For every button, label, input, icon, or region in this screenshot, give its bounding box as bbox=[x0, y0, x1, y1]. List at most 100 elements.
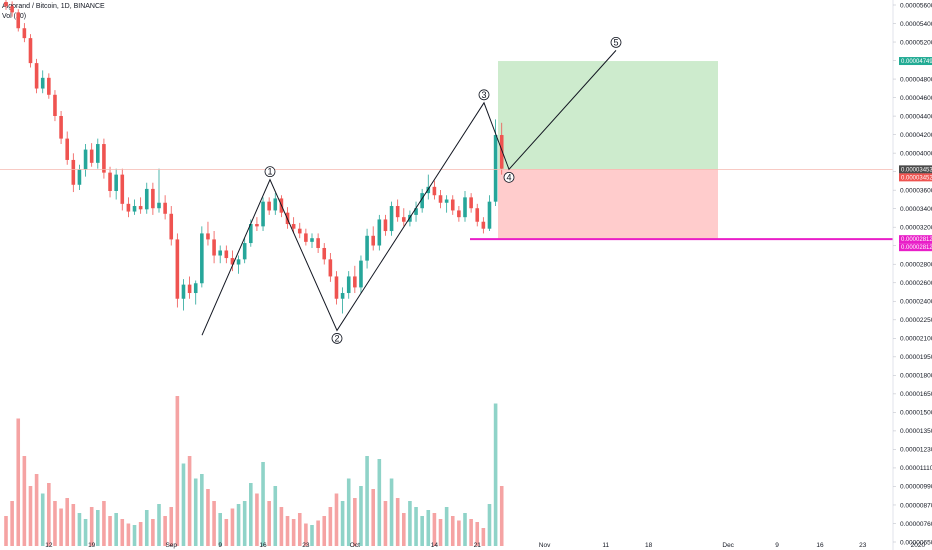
candle-body bbox=[432, 186, 437, 196]
current-price-tag-bg bbox=[899, 165, 932, 174]
volume-bar bbox=[334, 493, 339, 546]
candle-body bbox=[34, 63, 39, 89]
candle-body bbox=[249, 224, 253, 244]
volume-bar bbox=[383, 501, 388, 546]
volume-bar bbox=[236, 504, 241, 546]
volume-bar bbox=[47, 483, 51, 546]
candle-body bbox=[389, 206, 394, 232]
volume-bar bbox=[359, 486, 363, 546]
volume-bar bbox=[316, 520, 320, 546]
volume-bar bbox=[16, 418, 21, 546]
current-price-tag-2-bg bbox=[899, 173, 932, 182]
volume-bar bbox=[365, 456, 369, 546]
y-tick-label: 0.00005400 bbox=[900, 21, 932, 28]
volume-bar bbox=[267, 501, 271, 546]
candle-body bbox=[291, 224, 296, 229]
volume-bar bbox=[53, 501, 57, 546]
y-tick-label: 0.00003400 bbox=[900, 206, 932, 213]
candle-body bbox=[377, 219, 382, 246]
volume-bar bbox=[163, 516, 167, 546]
x-tick-label: Sep bbox=[165, 542, 177, 549]
candle-body bbox=[273, 198, 278, 211]
current-price-tag: 0.00003453 bbox=[901, 167, 932, 173]
wave-label: 2 bbox=[334, 333, 339, 343]
candle-body bbox=[334, 276, 339, 299]
candle-body bbox=[108, 172, 112, 192]
y-tick-label: 0.00002600 bbox=[900, 280, 932, 287]
candle-body bbox=[469, 197, 473, 209]
candle-body bbox=[353, 276, 357, 288]
volume-bar bbox=[469, 519, 473, 546]
y-tick-label: 0.00005600 bbox=[900, 2, 932, 9]
candle-body bbox=[89, 149, 94, 163]
volume-bar bbox=[144, 510, 149, 546]
volume-label: Vol (20) bbox=[2, 13, 27, 20]
candle-body bbox=[444, 199, 449, 203]
candle-body bbox=[297, 228, 302, 234]
y-tick-label: 0.00002100 bbox=[900, 336, 932, 343]
candle-body bbox=[475, 208, 480, 222]
volume-bar bbox=[457, 520, 461, 546]
candle-body bbox=[71, 159, 76, 185]
candle-body bbox=[83, 149, 88, 170]
candle-body bbox=[230, 258, 235, 265]
candle-body bbox=[126, 203, 131, 212]
candle-body bbox=[65, 138, 69, 160]
volume-bar bbox=[230, 508, 235, 546]
y-tick-label: 0.00002800 bbox=[900, 262, 932, 269]
y-tick-label: 0.00004200 bbox=[900, 132, 932, 139]
volume-bar bbox=[96, 510, 100, 546]
candle-body bbox=[200, 233, 204, 284]
candle-body bbox=[10, 6, 14, 13]
candle-body bbox=[212, 239, 216, 256]
candle-body bbox=[322, 247, 327, 260]
candle-body bbox=[4, 1, 8, 7]
target-price-tag-bg bbox=[899, 57, 932, 66]
volume-bar bbox=[193, 478, 198, 546]
x-tick-label: 9 bbox=[218, 542, 222, 549]
volume-bar bbox=[475, 522, 480, 546]
y-tick-label: 0.00001800 bbox=[900, 373, 932, 380]
y-tick-label: 0.00001110 bbox=[900, 465, 932, 472]
candle-body bbox=[132, 206, 137, 212]
volume-bar bbox=[420, 516, 424, 546]
volume-bar bbox=[444, 507, 449, 546]
volume-bar bbox=[353, 498, 357, 546]
target-zone bbox=[498, 61, 718, 170]
candle-body bbox=[481, 221, 486, 229]
candle-body bbox=[114, 174, 118, 192]
y-tick-label: 0.00005200 bbox=[900, 39, 932, 46]
volume-bar bbox=[261, 462, 265, 546]
y-tick-label: 0.00004000 bbox=[900, 150, 932, 157]
y-tick-label: 0.00004400 bbox=[900, 113, 932, 120]
volume-bar bbox=[138, 522, 143, 546]
candle-body bbox=[169, 213, 174, 240]
volume-bar bbox=[65, 498, 69, 546]
volume-bar bbox=[224, 519, 229, 546]
symbol-label: Algorand / Bitcoin, 1D, BINANCE bbox=[2, 3, 105, 10]
wave-marker bbox=[264, 166, 276, 178]
volume-bar bbox=[340, 501, 345, 546]
volume-bar bbox=[438, 519, 443, 546]
candle-body bbox=[463, 197, 467, 218]
candle-body bbox=[383, 219, 388, 232]
y-tick-label: 0.00003600 bbox=[900, 187, 932, 194]
candle-body bbox=[181, 284, 186, 299]
x-tick-label: 11 bbox=[602, 542, 609, 549]
volume-bar bbox=[175, 396, 180, 546]
candle-body bbox=[365, 235, 369, 261]
stop-zone bbox=[498, 169, 718, 240]
candle-body bbox=[96, 144, 100, 163]
volume-bar bbox=[414, 507, 418, 546]
volume-bar bbox=[212, 501, 216, 546]
x-tick-label: 19 bbox=[88, 542, 96, 549]
wave-marker bbox=[610, 36, 622, 48]
x-tick-label: 16 bbox=[816, 542, 824, 549]
volume-bar bbox=[4, 516, 8, 546]
volume-bar bbox=[499, 486, 504, 546]
x-tick-label: 23 bbox=[302, 542, 310, 549]
candle-body bbox=[138, 206, 143, 210]
volume-bar bbox=[304, 523, 308, 546]
wave-label: 1 bbox=[267, 167, 272, 177]
